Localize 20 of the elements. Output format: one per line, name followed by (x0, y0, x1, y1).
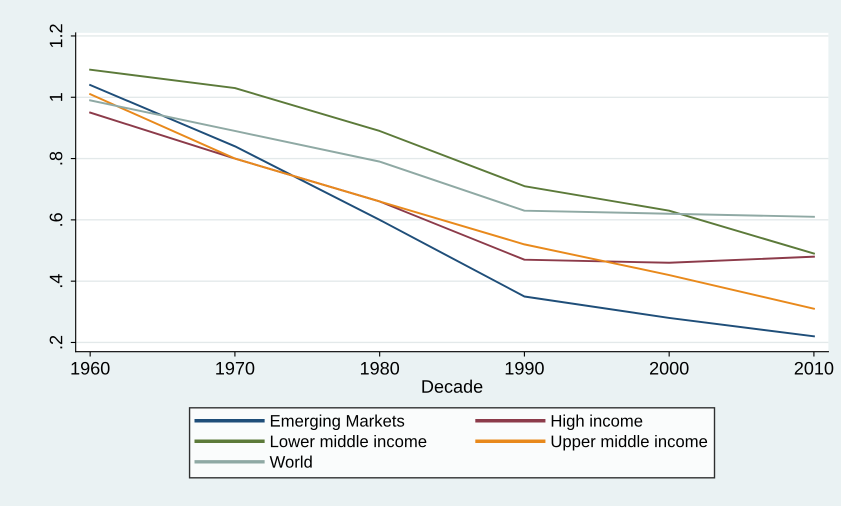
y-tick-label: .2 (50, 336, 62, 348)
y-tick-label: .4 (50, 274, 62, 288)
x-tick-label: 2010 (794, 362, 834, 375)
y-tick-label: .8 (50, 152, 62, 164)
line-series (89, 99, 815, 218)
legend-label: Upper middle income (552, 435, 708, 451)
legend-label: Emerging Markets (270, 414, 404, 430)
legend-label: Lower middle income (270, 435, 426, 448)
x-tick-label: 1960 (71, 362, 110, 375)
line-series (89, 68, 815, 255)
y-tick-label: 1 (50, 93, 62, 101)
y-tick-label: 1.2 (50, 24, 62, 48)
x-tick-label: 1970 (216, 362, 254, 375)
x-tick-label: 1990 (506, 362, 544, 375)
x-axis-title: Decade (422, 380, 482, 393)
legend-label: World (270, 456, 312, 468)
x-tick-label: 2000 (650, 362, 689, 375)
x-tick-label: 1980 (360, 362, 400, 375)
legend-label: High income (552, 414, 642, 430)
y-tick-label: .6 (50, 213, 62, 226)
